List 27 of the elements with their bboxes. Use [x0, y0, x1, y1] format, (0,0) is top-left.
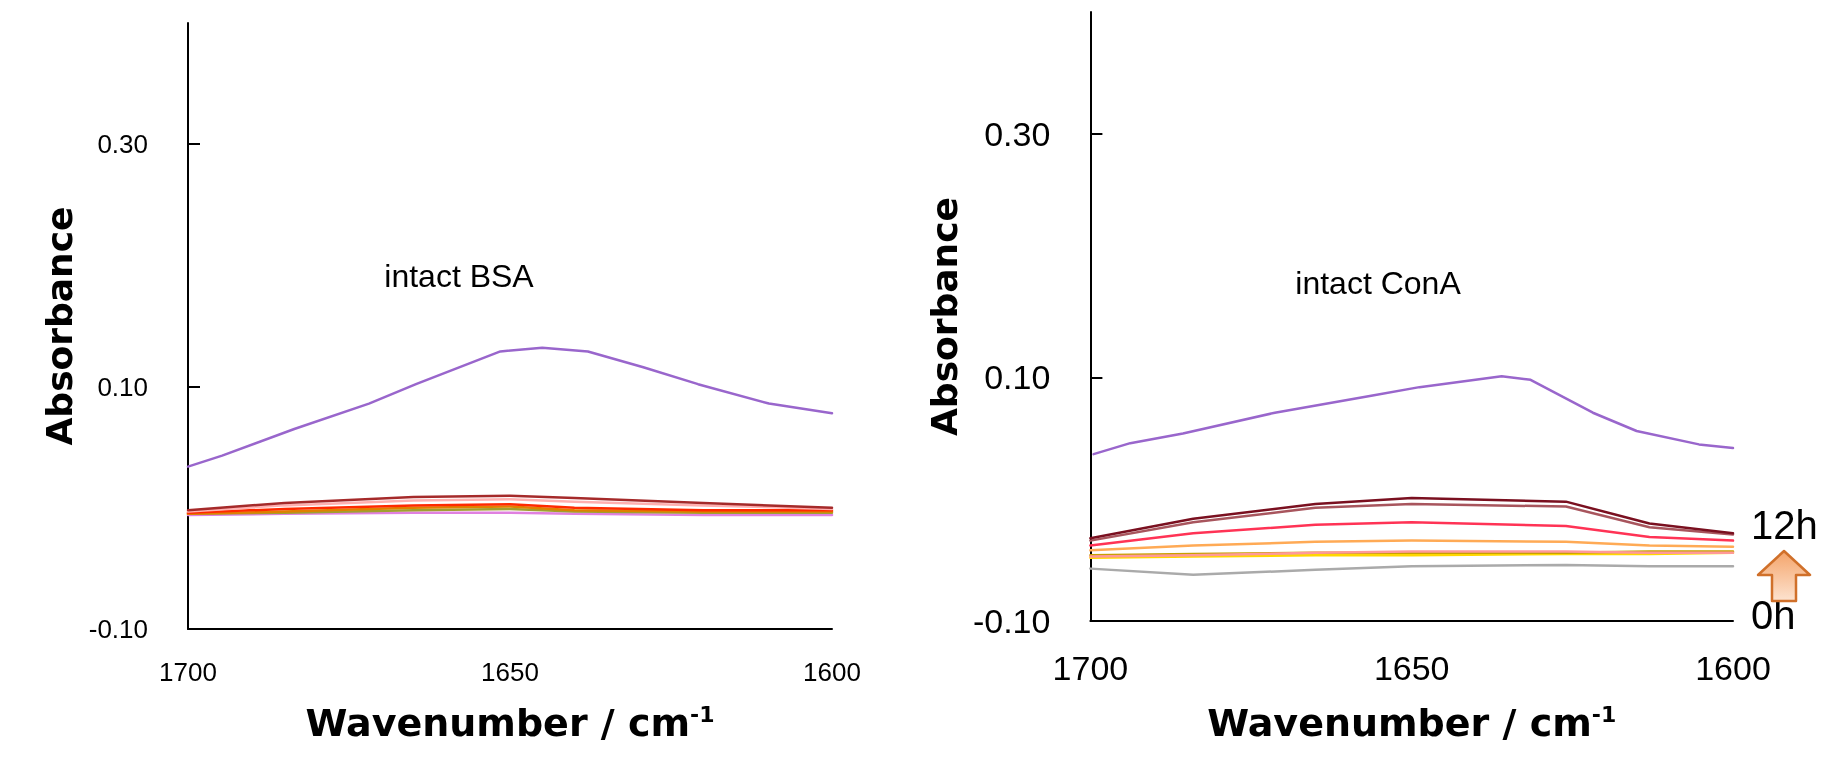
line-series: [1089, 496, 1735, 540]
y-axis-title: Absorbance: [39, 206, 81, 446]
line-series: [186, 494, 834, 512]
line-series: [1089, 539, 1735, 552]
line-series: [186, 346, 834, 468]
line-series: [1089, 563, 1735, 576]
line-series: [1089, 502, 1735, 542]
text: intact ConA: [1295, 265, 1462, 301]
x-tick-label: 1600: [1695, 649, 1771, 687]
x-tick-label: 1650: [1373, 649, 1450, 687]
line-series: [186, 498, 834, 513]
y-tick-label: 0.30: [984, 114, 1051, 153]
line-series: [1092, 374, 1735, 456]
x-tick-label: 1600: [803, 657, 861, 687]
x-tick-label: 1700: [159, 657, 217, 687]
y-tick-label: 0.10: [984, 358, 1051, 397]
text: 0h: [1751, 593, 1796, 638]
y-tick-label: -0.10: [88, 614, 148, 644]
y-tick-label: 0.30: [97, 129, 148, 160]
text: 12h: [1751, 503, 1818, 548]
x-tick-label: 1700: [1052, 649, 1129, 687]
line-series: [1089, 521, 1735, 547]
y-tick-label: -0.10: [972, 602, 1051, 640]
y-tick-label: 0.10: [97, 371, 148, 402]
y-axis-title: Absorbance: [923, 197, 965, 436]
text: intact BSA: [384, 258, 535, 294]
x-tick-label: 1650: [481, 657, 539, 687]
